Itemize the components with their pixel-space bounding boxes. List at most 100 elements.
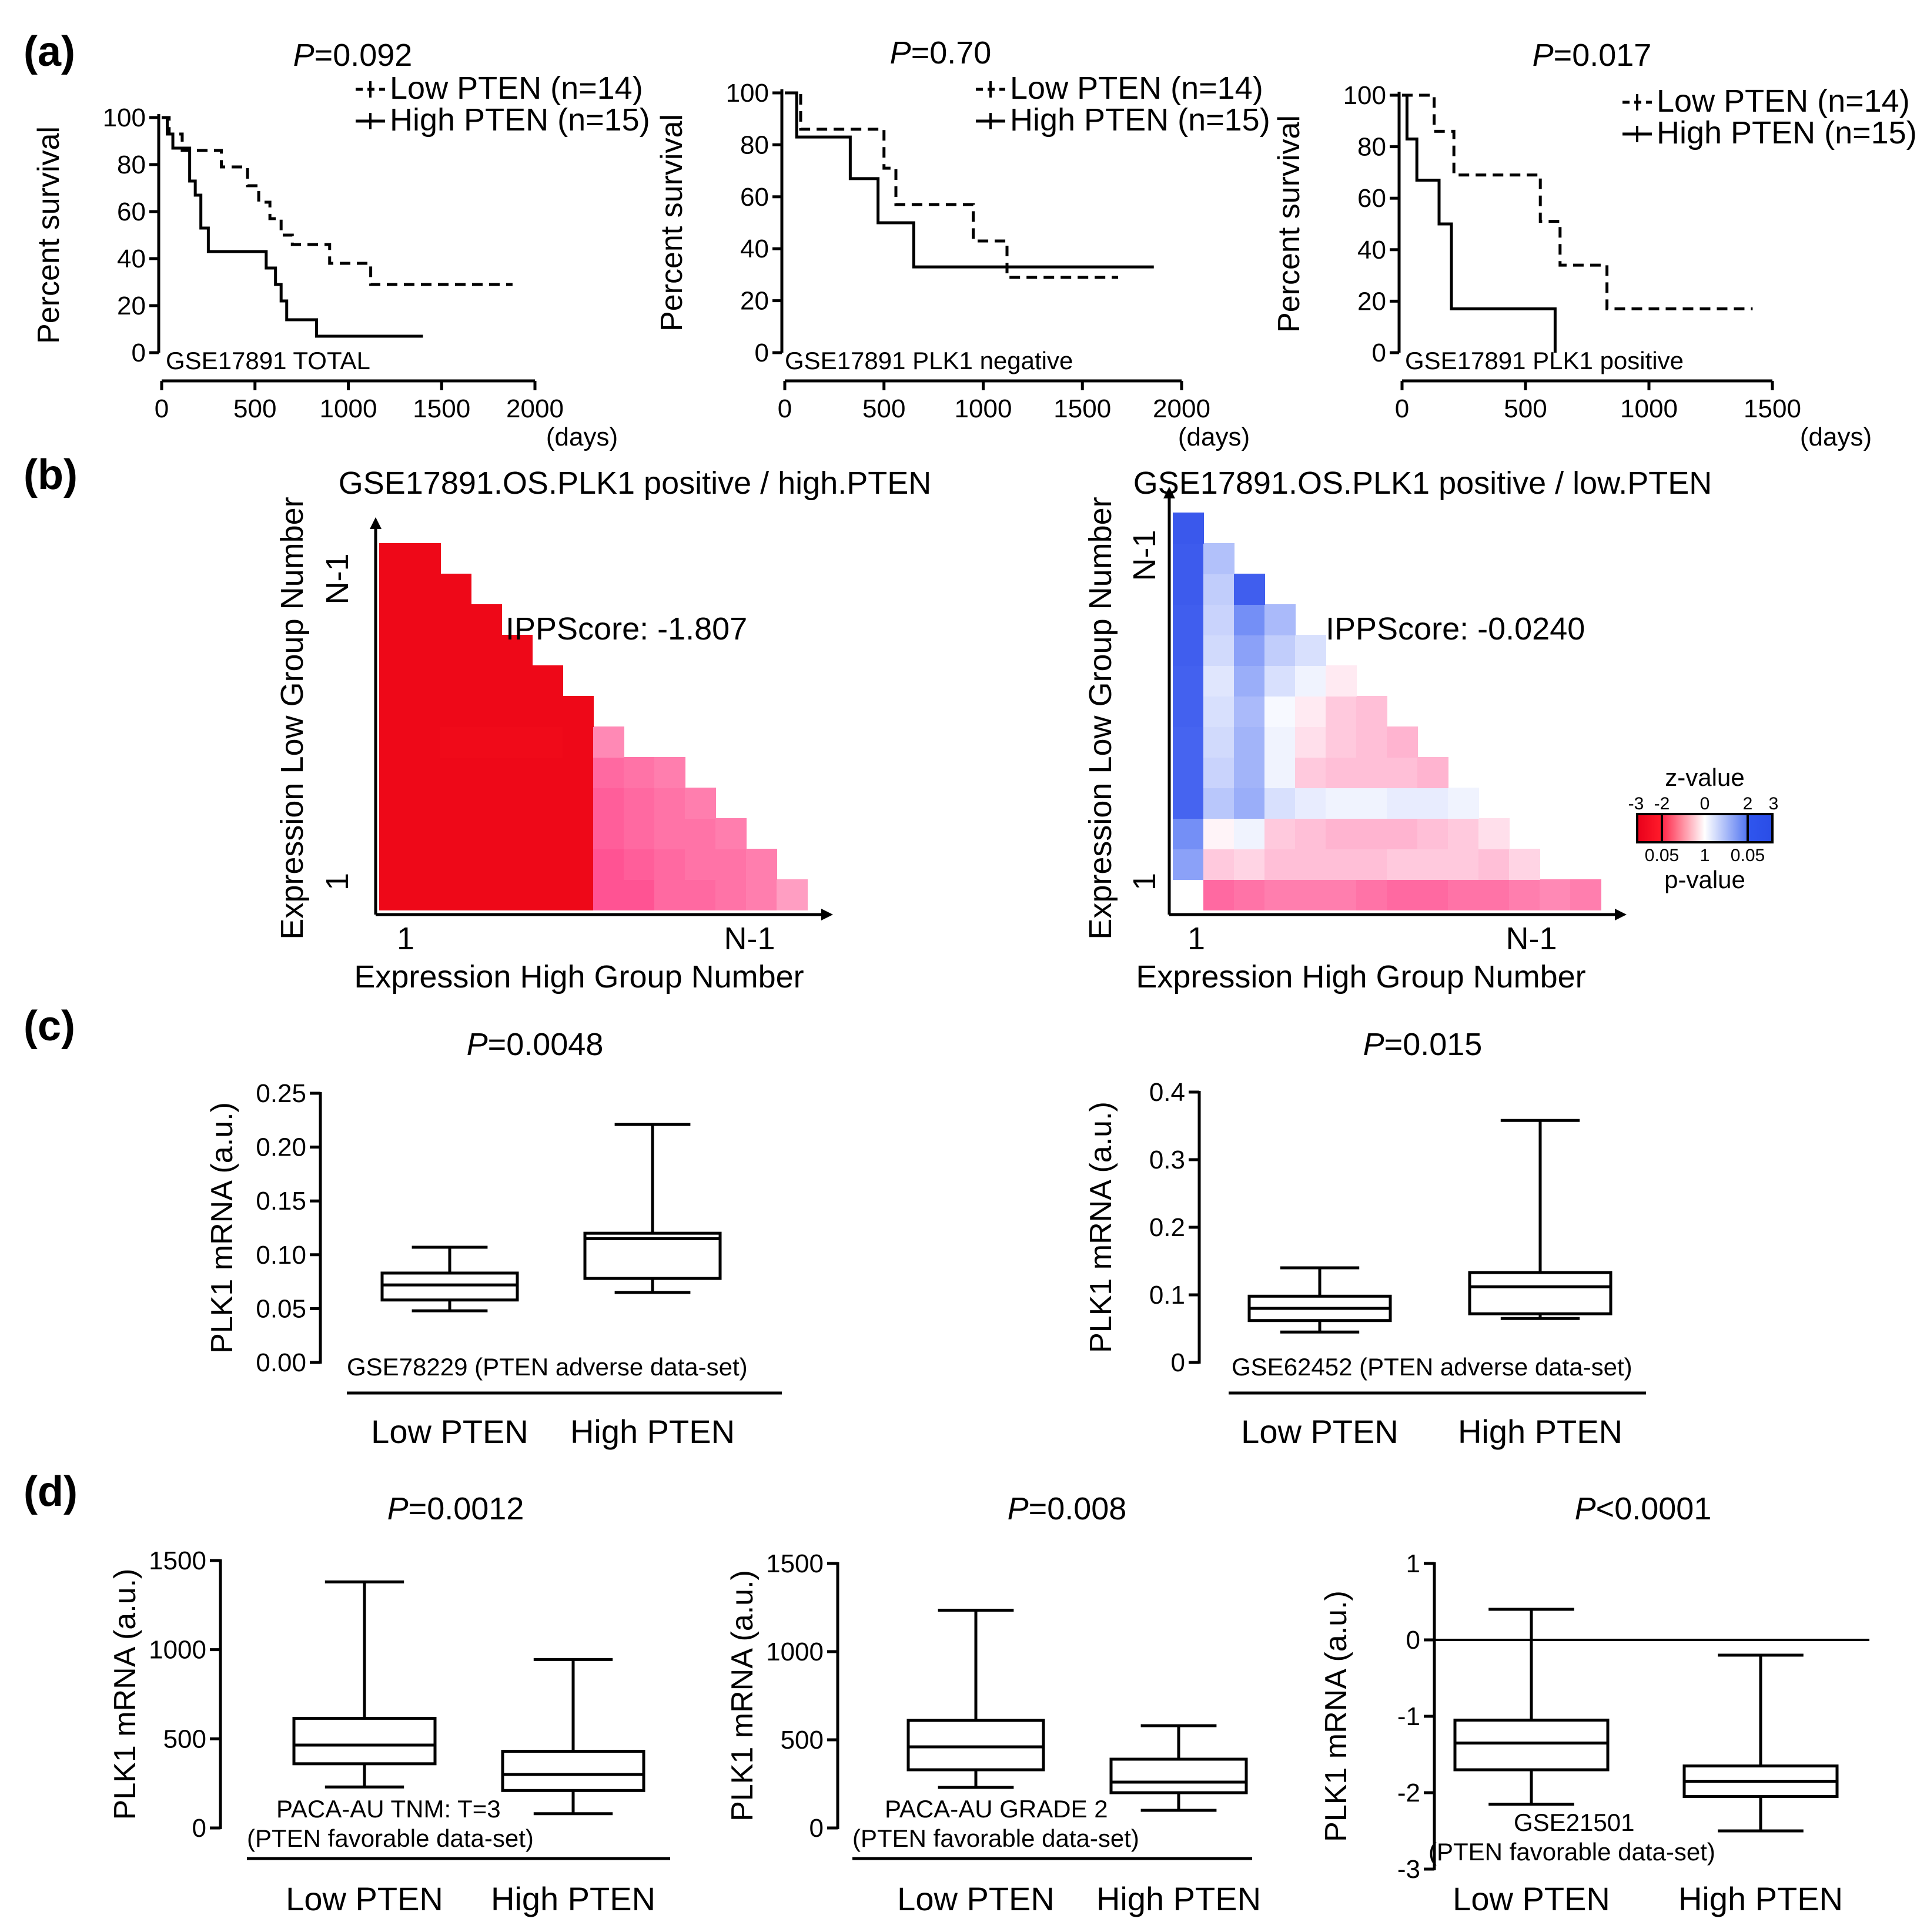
y-tick-label: 40 <box>740 235 769 263</box>
x-tick-label: 500 <box>233 394 276 423</box>
heatmap-cell <box>1417 849 1448 880</box>
heatmap-cell <box>715 879 747 910</box>
p-letter: P <box>387 1491 409 1526</box>
category-label-low-pten: Low PTEN <box>371 1413 528 1450</box>
heatmap-cell <box>410 818 441 849</box>
dataset-label: GSE21501 <box>1514 1809 1635 1836</box>
heatmap-cell <box>1326 818 1357 849</box>
heatmap-cell <box>1295 849 1326 880</box>
heatmap-cell <box>1295 726 1326 758</box>
dataset-label: GSE62452 (PTEN adverse data-set) <box>1232 1353 1632 1381</box>
heatmap-cell <box>1509 879 1540 910</box>
heatmap-cell <box>624 879 655 910</box>
y-tick-label: 1000 <box>766 1638 824 1666</box>
heatmap-cell <box>471 849 502 880</box>
heatmap-cell <box>593 788 624 819</box>
heatmap-cell <box>1417 757 1448 788</box>
heatmap-cell <box>1417 818 1448 849</box>
heatmap-cell <box>1203 757 1235 788</box>
x-end-label: N-1 <box>724 921 775 956</box>
p-letter: P <box>890 35 911 71</box>
legend-label: Low PTEN (n=14) <box>1657 83 1910 119</box>
heatmap-cell <box>471 726 502 758</box>
y-tick-label: 0.00 <box>256 1348 306 1377</box>
y-tick-label: 1 <box>1406 1549 1420 1578</box>
x-start-label: 1 <box>397 921 414 956</box>
dataset-label: GSE17891 TOTAL <box>166 347 370 374</box>
heatmap-cell <box>1203 635 1235 666</box>
p-letter: P <box>1533 38 1554 73</box>
heatmap-cell <box>440 665 471 697</box>
heatmap-cell <box>1203 543 1235 574</box>
box-low-pten <box>1453 1719 1610 1772</box>
x-tick-label: 2000 <box>506 394 564 423</box>
heatmap-cell <box>1570 879 1601 910</box>
box-low-pten <box>380 1271 519 1302</box>
heatmap-cell <box>410 635 441 666</box>
ipp-score: IPPScore: -1.807 <box>506 611 747 647</box>
p-letter: P <box>1008 1491 1029 1526</box>
y-axis-label: PLK1 mRNA (a.u.) <box>1319 1591 1353 1842</box>
heatmap-cell <box>593 757 624 788</box>
heatmap-cell <box>1295 788 1326 819</box>
heatmap-cell <box>1417 788 1448 819</box>
heatmap-cell <box>1264 665 1296 697</box>
heatmap-cell <box>1448 879 1479 910</box>
heatmap-cell <box>1387 788 1418 819</box>
km-curve-low-pten <box>162 116 513 286</box>
heatmap-cell <box>501 757 533 788</box>
y-tick-label: 0.20 <box>256 1133 306 1162</box>
heatmap-cell <box>379 543 410 574</box>
heatmap-cell <box>1173 665 1204 697</box>
heatmap-cell <box>501 665 533 697</box>
km-curve-high-pten <box>162 116 423 338</box>
heatmap-cell <box>1264 849 1296 880</box>
y-tick-label: 80 <box>740 130 769 159</box>
heatmap-cell <box>440 726 471 758</box>
heatmap-cell <box>1356 849 1387 880</box>
heatmap-cell <box>1234 696 1265 727</box>
heatmap-cell <box>532 788 563 819</box>
box-low-pten <box>292 1716 437 1766</box>
heatmap-cell <box>1509 849 1540 880</box>
x-tick-label: 1000 <box>1620 394 1678 423</box>
heatmap-cell <box>1387 726 1418 758</box>
heatmap-cell <box>593 879 624 910</box>
heatmap-cell <box>532 879 563 910</box>
category-label-high-pten: High PTEN <box>491 1880 655 1917</box>
heatmap-cell <box>1540 879 1571 910</box>
x-axis-label: (days) <box>1800 423 1872 451</box>
dataset-label: PACA-AU TNM: T=3 <box>276 1795 501 1823</box>
y-tick-label: 0 <box>192 1814 206 1843</box>
heatmap-cell <box>471 635 502 666</box>
heatmap-cell <box>685 788 716 819</box>
heatmap-cell <box>1478 818 1510 849</box>
heatmap-colorbar-legend: z-value -3 -2 0 2 3 0.05 1 0.05p-value <box>1628 764 1779 893</box>
dataset-label-2: (PTEN favorable data-set) <box>247 1824 534 1852</box>
x-tick-label: 1500 <box>1053 394 1111 423</box>
x-tick-label: 0 <box>155 394 169 423</box>
heatmap-cell <box>410 788 441 819</box>
heatmap-cell <box>471 818 502 849</box>
heatmap-cell <box>1356 879 1387 910</box>
heatmap-cell <box>1326 757 1357 788</box>
heatmap-cell <box>1234 849 1265 880</box>
dataset-label: PACA-AU GRADE 2 <box>885 1795 1108 1823</box>
box-high-pten <box>1468 1271 1612 1315</box>
heatmap-cell <box>379 879 410 910</box>
heatmap-cell <box>1264 635 1296 666</box>
x-axis-label: (days) <box>1178 423 1250 451</box>
heatmap-cell <box>1173 543 1204 574</box>
heatmap-cell <box>563 726 594 758</box>
heatmap-cell <box>593 849 624 880</box>
colorbar-z-tick: 2 <box>1743 794 1753 813</box>
heatmap-cell <box>1326 879 1357 910</box>
heatmap-cell <box>1356 818 1387 849</box>
x-axis-label: Expression High Group Number <box>1136 959 1585 995</box>
y-tick-label: 80 <box>117 150 146 179</box>
p-value-text: =0.017 <box>1554 38 1652 73</box>
y-tick-label: 0.2 <box>1149 1213 1185 1242</box>
heatmap-cell <box>1387 757 1418 788</box>
legend-label: High PTEN (n=15) <box>1010 102 1270 138</box>
